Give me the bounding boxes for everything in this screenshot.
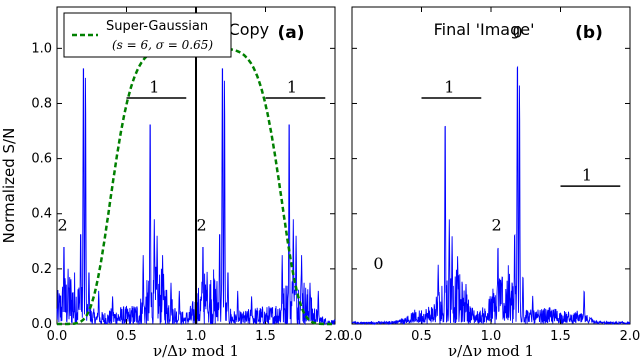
- panel-a-mode-label: 1: [287, 77, 297, 96]
- panel-a-ticks: 0.0 0.5 1.0 1.5 2.0 0.0 0.2 0.4 0.6 0.8 1.0: [31, 7, 345, 344]
- panel-a-mode-label: 1: [149, 77, 159, 96]
- panel-b-x-axis-label: ν/Δν mod 1: [448, 342, 534, 360]
- panel-b-ticks: 0.0 0.5 1.0 1.5 2.0: [342, 7, 641, 344]
- panel-b-image-line: [351, 65, 631, 326]
- y-tick-label: 0.8: [31, 96, 52, 111]
- panel-b-mode-label: 0: [373, 254, 383, 273]
- panel-b-xtick-label: 0.5: [411, 329, 432, 344]
- panel-b-xtick-label: 1.5: [550, 329, 571, 344]
- y-tick-label: 1.0: [31, 41, 52, 56]
- panel-a-xtick-label: 0.0: [47, 329, 68, 344]
- panel-a-xtick-label: 1.0: [186, 329, 207, 344]
- panel-b-xtick-label: 2.0: [620, 329, 641, 344]
- panel-b-mode-label: 1: [444, 77, 454, 96]
- panel-b-mode-label: 1: [582, 166, 592, 185]
- panel-b-xtick-label: 1.0: [481, 329, 502, 344]
- panel-a: 0.00.51.01.52.00.00.20.40.60.81.0 Origin…: [0, 6, 345, 360]
- panel-b-region-label: Final 'Image': [434, 20, 535, 39]
- y-tick-label: 0.6: [31, 152, 52, 167]
- panel-a-mode-label: 2: [196, 215, 206, 234]
- legend: Super-Gaussian (s = 6, σ = 0.65): [63, 12, 232, 58]
- y-tick-label: 0.4: [31, 207, 52, 222]
- panel-b-xtick-label: 0.0: [342, 329, 363, 344]
- panel-a-mode-label: 2: [57, 215, 67, 234]
- panel-a-xtick-label: 2.0: [325, 329, 346, 344]
- panel-b-mode-label: 2: [491, 215, 501, 234]
- panel-a-xtick-label: 1.5: [255, 329, 276, 344]
- panel-b-tag: (b): [575, 23, 603, 43]
- panel-a-xtick-label: 0.5: [116, 329, 137, 344]
- panel-a-x-axis-label: ν/Δν mod 1: [153, 342, 239, 360]
- panel-a-region-label: Copy: [229, 20, 270, 39]
- legend-label-super-gaussian: Super-Gaussian: [106, 19, 208, 34]
- panel-b-mode-label: 0: [512, 22, 522, 41]
- legend-params: (s = 6, σ = 0.65): [112, 38, 213, 52]
- panel-a-tag: (a): [277, 23, 304, 43]
- y-axis-label: Normalized S/N: [0, 128, 18, 244]
- y-tick-label: 0.2: [31, 262, 52, 277]
- y-tick-label: 0.0: [31, 317, 52, 332]
